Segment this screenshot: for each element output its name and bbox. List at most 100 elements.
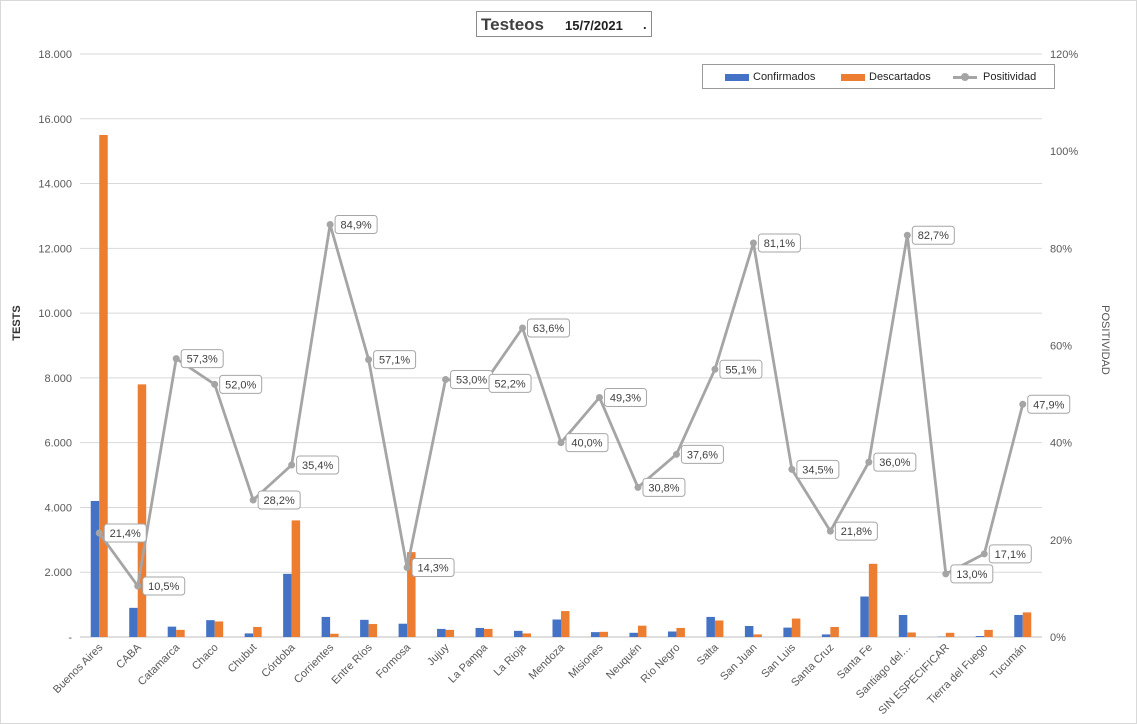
legend-label: Descartados: [869, 71, 931, 84]
legend-swatch-confirmados: [725, 73, 749, 81]
positividad-marker: [942, 570, 950, 578]
positividad-label-box: [296, 455, 340, 475]
chart-title: Testeos: [481, 15, 544, 34]
bar-descartados: [407, 552, 416, 637]
positividad-data-label: 84,9%: [341, 220, 372, 232]
positividad-marker: [134, 582, 142, 590]
bar-descartados: [676, 627, 685, 637]
positividad-data-label: 55,1%: [725, 364, 756, 376]
positividad-label-box: [680, 444, 724, 464]
y2-tick-label: 20%: [1050, 535, 1072, 547]
positividad-label-box: [642, 477, 686, 497]
bar-confirmados: [321, 616, 331, 637]
y-tick-label: -: [68, 632, 72, 644]
positividad-marker: [365, 356, 373, 364]
positividad-marker: [826, 527, 834, 535]
y-tick-label: 10.000: [38, 308, 72, 320]
y-axis-ticks: - 2.000 4.000 6.000 8.000 10.000 12.000 14.000 1…: [38, 49, 72, 644]
bar-descartados: [137, 384, 147, 637]
positividad-label-box: [373, 350, 417, 370]
y2-tick-label: 0%: [1050, 632, 1066, 644]
positividad-data-label: 21,8%: [841, 526, 872, 538]
positividad-marker: [980, 550, 988, 558]
positividad-marker: [557, 439, 565, 447]
positividad-data-label: 81,1%: [764, 238, 795, 250]
positividad-data-label: 57,1%: [379, 355, 410, 367]
positividad-data-label: 53,0%: [456, 375, 487, 387]
bar-confirmados: [629, 632, 638, 637]
y-tick-label: 8.000: [44, 373, 72, 385]
positividad-label-box: [219, 374, 263, 394]
positividad-data-label: 30,8%: [648, 482, 679, 494]
positividad-marker: [749, 239, 757, 247]
positividad-marker: [634, 483, 642, 491]
y2-tick-label: 60%: [1050, 341, 1072, 353]
bar-descartados: [561, 611, 570, 637]
bar-confirmados: [860, 596, 869, 637]
chart-title-suffix: .: [643, 17, 647, 32]
positividad-label-box: [873, 452, 917, 472]
bar-confirmados: [360, 619, 369, 637]
positividad-marker: [672, 450, 680, 458]
y-tick-label: 6.000: [44, 438, 72, 450]
y2-tick-label: 40%: [1050, 438, 1072, 450]
positividad-data-label: 37,6%: [687, 449, 718, 461]
y2-tick-label: 120%: [1050, 49, 1078, 61]
positividad-label-box: [834, 521, 878, 541]
bar-confirmados: [975, 636, 985, 637]
bar-descartados: [791, 618, 801, 637]
bar-confirmados: [244, 633, 254, 637]
y2-tick-label: 80%: [1050, 243, 1072, 255]
bar-descartados: [1022, 612, 1032, 637]
bar-confirmados: [1014, 614, 1023, 637]
positividad-label-box: [142, 576, 186, 596]
bar-confirmados: [744, 625, 754, 637]
legend-item-positividad: Positividad: [953, 71, 1036, 83]
legend-label: Positividad: [983, 71, 1037, 84]
positividad-marker: [788, 465, 796, 473]
positividad-label-box: [527, 318, 571, 338]
bar-confirmados: [283, 573, 292, 637]
positividad-data-label: 13,0%: [956, 569, 987, 581]
gridlines: [80, 53, 1042, 638]
positividad-data-label: 63,6%: [533, 323, 564, 335]
positividad-marker: [595, 393, 603, 401]
bar-descartados: [445, 629, 455, 637]
bar-descartados: [907, 632, 916, 637]
positividad-marker: [288, 461, 296, 469]
positividad-label-box: [719, 359, 763, 379]
bar-confirmados: [821, 634, 831, 637]
legend-swatch-descartados: [841, 73, 865, 81]
bar-confirmados: [398, 623, 408, 637]
positividad-data-label: 57,3%: [187, 354, 218, 366]
positividad-data-label: 35,4%: [302, 460, 333, 472]
y-axis-title: TESTS: [11, 305, 23, 340]
bar-confirmados: [437, 628, 446, 637]
positividad-data-label: 10,5%: [148, 581, 179, 593]
positividad-data-label: 47,9%: [1033, 399, 1064, 411]
bar-descartados: [637, 625, 647, 637]
positividad-label-box: [757, 233, 801, 253]
positividad-label-box: [796, 459, 840, 479]
positividad-label-box: [334, 215, 378, 235]
y-tick-label: 18.000: [38, 49, 72, 61]
bar-descartados: [484, 628, 493, 637]
positividad-data-label: 52,2%: [494, 378, 525, 390]
positividad-marker: [403, 564, 411, 572]
positividad-data-label: 17,1%: [995, 549, 1026, 561]
bars: [90, 134, 1032, 637]
bar-confirmados: [898, 614, 908, 637]
positividad-marker: [172, 355, 180, 363]
bar-confirmados: [552, 619, 561, 637]
bar-confirmados: [90, 500, 100, 637]
legend-swatch-positividad: [953, 72, 977, 81]
positividad-label-box: [103, 523, 147, 543]
y-tick-label: 12.000: [38, 243, 72, 255]
bar-descartados: [984, 629, 993, 637]
positividad-marker: [95, 529, 103, 537]
positividad-marker: [326, 221, 334, 229]
positividad-marker: [519, 324, 527, 332]
positividad-data-label: 34,5%: [802, 464, 833, 476]
bar-descartados: [868, 563, 878, 637]
